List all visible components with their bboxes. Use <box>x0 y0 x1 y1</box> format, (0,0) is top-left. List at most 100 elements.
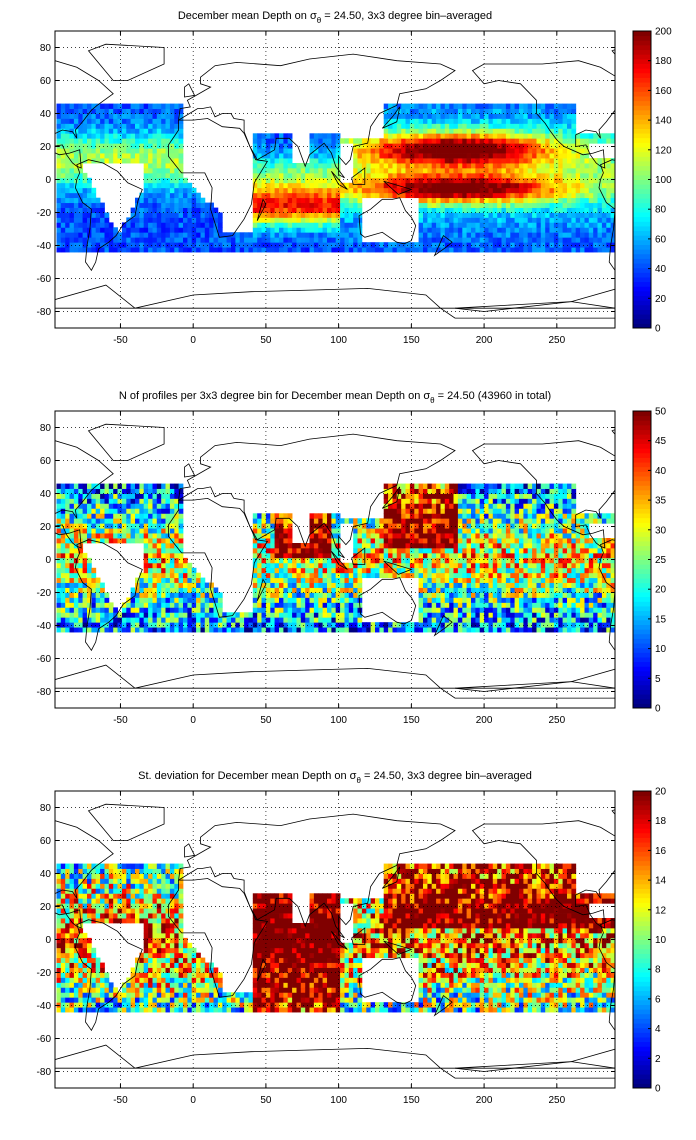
heatmap-cell <box>261 133 267 139</box>
heatmap-cell <box>427 552 433 559</box>
heatmap-cell <box>383 133 389 139</box>
heatmap-cell <box>383 557 389 564</box>
heatmap-cell <box>108 143 114 149</box>
heatmap-cell <box>388 562 393 569</box>
heatmap-cell <box>287 567 293 574</box>
heatmap-cell <box>505 237 511 243</box>
heatmap-cell <box>388 192 393 199</box>
heatmap-cell <box>383 523 389 529</box>
x-tick-label: 50 <box>260 335 272 346</box>
heatmap-cell <box>540 177 546 184</box>
heatmap-cell <box>440 612 446 618</box>
heatmap-cell <box>532 237 537 243</box>
heatmap-cell <box>575 227 581 233</box>
heatmap-cell <box>287 138 293 144</box>
heatmap-cell <box>545 217 550 223</box>
heatmap-cell <box>388 567 393 574</box>
heatmap-cell <box>178 543 184 549</box>
heatmap-cell <box>82 513 88 519</box>
heatmap-cell <box>575 182 581 189</box>
heatmap-cell <box>82 607 88 613</box>
colorbar-segment <box>633 300 651 306</box>
heatmap-cell <box>78 247 84 253</box>
heatmap-cell <box>318 548 324 554</box>
heatmap-cell <box>56 133 62 139</box>
heatmap-cell <box>309 187 315 194</box>
heatmap-cell <box>318 187 324 194</box>
heatmap-cell <box>252 567 258 574</box>
heatmap-cell <box>488 202 494 208</box>
heatmap-cell <box>536 242 542 248</box>
heatmap-cell <box>87 587 92 593</box>
heatmap-cell <box>91 108 97 114</box>
heatmap-cell <box>152 118 158 124</box>
heatmap-cell <box>462 118 468 124</box>
heatmap-cell <box>475 182 481 189</box>
heatmap-cell <box>423 627 428 633</box>
heatmap-cell <box>69 552 75 559</box>
heatmap-cell <box>505 133 511 139</box>
heatmap-cell <box>165 192 171 199</box>
heatmap-cell <box>217 592 223 598</box>
heatmap-cell <box>593 182 598 189</box>
heatmap-cell <box>65 612 70 618</box>
heatmap-cell <box>606 187 612 194</box>
heatmap-cell <box>540 138 546 144</box>
heatmap-cell <box>265 513 271 519</box>
heatmap-cell <box>597 138 603 144</box>
heatmap-cell <box>296 247 302 253</box>
heatmap-cell <box>353 192 358 199</box>
heatmap-cell <box>143 513 149 519</box>
heatmap-cell <box>292 242 297 248</box>
heatmap-cell <box>200 587 206 593</box>
heatmap-cell <box>265 153 271 159</box>
heatmap-cell <box>606 237 612 243</box>
heatmap-cell <box>479 163 485 169</box>
heatmap-cell <box>318 153 324 159</box>
heatmap-cell <box>584 217 590 223</box>
heatmap-cell <box>156 187 162 194</box>
heatmap-cell <box>313 217 319 223</box>
heatmap-cell <box>519 242 524 248</box>
heatmap-cell <box>187 202 193 208</box>
heatmap-cell <box>91 488 97 494</box>
colorbar-segment <box>633 31 651 37</box>
heatmap-cell <box>165 538 171 544</box>
heatmap-cell <box>361 567 367 574</box>
heatmap-cell <box>274 612 280 618</box>
heatmap-cell <box>401 528 406 534</box>
heatmap-cell <box>532 103 537 109</box>
heatmap-cell <box>558 222 564 228</box>
heatmap-cell <box>174 533 180 539</box>
heatmap-cell <box>423 237 428 243</box>
heatmap-cell <box>523 153 529 159</box>
heatmap-cell <box>409 242 415 248</box>
heatmap-cell <box>466 158 472 164</box>
heatmap-cell <box>65 617 70 623</box>
heatmap-cell <box>148 242 153 248</box>
heatmap-cell <box>379 627 385 633</box>
heatmap-cell <box>553 192 559 199</box>
heatmap-cell <box>562 177 568 184</box>
heatmap-cell <box>204 587 210 593</box>
heatmap-cell <box>165 562 171 569</box>
heatmap-cell <box>409 123 415 129</box>
heatmap-cell <box>536 192 542 199</box>
heatmap-cell <box>265 597 271 603</box>
colorbar-segment <box>633 156 651 162</box>
heatmap-cell <box>148 602 153 608</box>
heatmap-cell <box>169 592 175 598</box>
heatmap-cell <box>274 562 280 569</box>
heatmap-cell <box>444 172 450 179</box>
heatmap-cell <box>305 217 310 223</box>
heatmap-cell <box>353 548 358 554</box>
heatmap-cell <box>327 518 332 524</box>
heatmap-cell <box>379 172 385 179</box>
heatmap-cell <box>427 242 433 248</box>
heatmap-cell <box>571 138 577 144</box>
heatmap-cell <box>60 612 66 618</box>
heatmap-cell <box>178 103 184 109</box>
heatmap-cell <box>292 627 297 633</box>
heatmap-cell <box>322 148 328 154</box>
heatmap-cell <box>69 103 75 109</box>
